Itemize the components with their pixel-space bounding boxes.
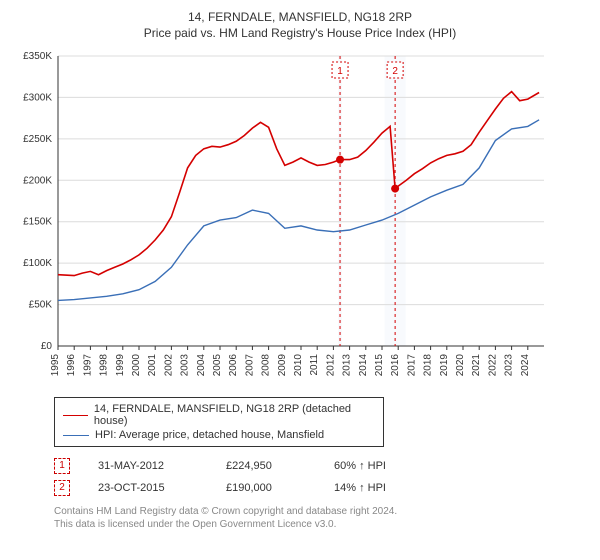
x-tick-label: 1996 <box>66 354 77 377</box>
x-tick-label: 2010 <box>293 354 304 377</box>
transaction-date: 31-MAY-2012 <box>98 460 198 472</box>
x-tick-label: 2008 <box>261 354 272 377</box>
marker-point <box>336 156 344 164</box>
marker-box-label: 2 <box>392 66 398 77</box>
transaction-row: 2 23-OCT-2015 £190,000 14% ↑ HPI <box>54 477 590 499</box>
x-tick-label: 2022 <box>487 354 498 377</box>
series-line <box>58 120 539 301</box>
footer-line-2: This data is licensed under the Open Gov… <box>54 518 590 531</box>
legend-label: 14, FERNDALE, MANSFIELD, NG18 2RP (detac… <box>94 403 375 427</box>
x-tick-label: 2011 <box>309 354 320 376</box>
legend-swatch <box>63 415 88 416</box>
y-tick-label: £50K <box>29 300 53 311</box>
transactions-table: 1 31-MAY-2012 £224,950 60% ↑ HPI 2 23-OCT-201… <box>54 455 590 499</box>
price-chart: £0 £50K £100K £150K £200K £250K £300K £350K 1995… <box>10 48 590 391</box>
x-tick-label: 1999 <box>115 354 126 377</box>
legend-swatch <box>63 435 89 436</box>
attribution-footer: Contains HM Land Registry data © Crown c… <box>54 505 590 531</box>
legend-item: 14, FERNDALE, MANSFIELD, NG18 2RP (detac… <box>63 402 375 428</box>
x-tick-label: 2004 <box>196 354 207 377</box>
transaction-delta: 14% ↑ HPI <box>334 482 386 494</box>
transaction-price: £190,000 <box>226 482 306 494</box>
x-tick-label: 2016 <box>390 354 401 377</box>
x-tick-label: 2024 <box>520 354 531 377</box>
x-tick-label: 2007 <box>244 354 255 377</box>
series-line <box>58 92 539 276</box>
x-tick-label: 2009 <box>277 354 288 377</box>
x-tick-label: 1997 <box>82 354 93 377</box>
x-tick-label: 2017 <box>406 354 417 377</box>
x-tick-label: 2014 <box>358 354 369 377</box>
chart-title: 14, FERNDALE, MANSFIELD, NG18 2RP <box>10 10 590 24</box>
y-tick-label: £200K <box>23 175 52 186</box>
x-tick-label: 2015 <box>374 354 385 377</box>
x-tick-label: 2000 <box>131 354 142 377</box>
chart-svg: £0 £50K £100K £150K £200K £250K £300K £350K 1995… <box>10 48 550 388</box>
x-tick-label: 2013 <box>342 354 353 377</box>
footer-line-1: Contains HM Land Registry data © Crown c… <box>54 505 590 518</box>
y-tick-label: £300K <box>23 92 52 103</box>
legend: 14, FERNDALE, MANSFIELD, NG18 2RP (detac… <box>54 397 384 447</box>
y-tick-label: £100K <box>23 258 52 269</box>
legend-label: HPI: Average price, detached house, Mans… <box>95 429 324 441</box>
x-tick-label: 2021 <box>471 354 482 377</box>
legend-item: HPI: Average price, detached house, Mans… <box>63 428 375 442</box>
marker-point <box>391 185 399 193</box>
y-tick-label: £150K <box>23 217 52 228</box>
transaction-marker: 2 <box>54 480 70 496</box>
x-tick-label: 2001 <box>147 354 158 377</box>
transaction-row: 1 31-MAY-2012 £224,950 60% ↑ HPI <box>54 455 590 477</box>
chart-subtitle: Price paid vs. HM Land Registry's House … <box>10 26 590 40</box>
transaction-price: £224,950 <box>226 460 306 472</box>
x-tick-label: 2006 <box>228 354 239 377</box>
x-tick-label: 2005 <box>212 354 223 377</box>
x-tick-label: 1998 <box>99 354 110 377</box>
transaction-delta: 60% ↑ HPI <box>334 460 386 472</box>
x-tick-label: 2002 <box>163 354 174 377</box>
y-tick-label: £0 <box>41 341 53 352</box>
x-tick-label: 1995 <box>50 354 61 377</box>
x-tick-label: 2019 <box>439 354 450 377</box>
x-tick-label: 2020 <box>455 354 466 377</box>
x-tick-label: 2018 <box>423 354 434 377</box>
transaction-marker: 1 <box>54 458 70 474</box>
x-tick-label: 2023 <box>504 354 515 377</box>
y-tick-label: £350K <box>23 51 52 62</box>
y-tick-label: £250K <box>23 134 52 145</box>
marker-box-label: 1 <box>337 66 343 77</box>
x-tick-label: 2003 <box>180 354 191 377</box>
x-tick-label: 2012 <box>325 354 336 377</box>
transaction-date: 23-OCT-2015 <box>98 482 198 494</box>
